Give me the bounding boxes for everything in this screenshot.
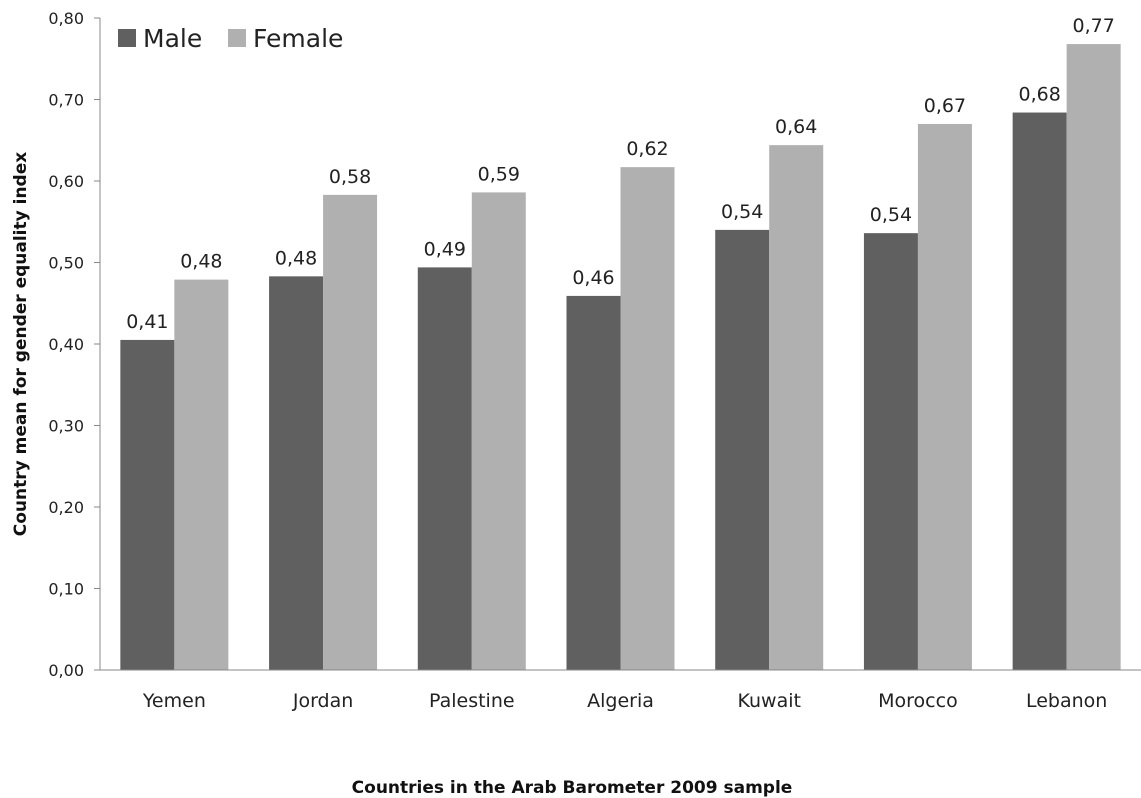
x-tick-label: Yemen xyxy=(142,690,206,712)
bar-male-yemen xyxy=(120,339,175,670)
bar-female-palestine xyxy=(471,192,526,670)
legend-swatch-male xyxy=(118,29,136,47)
x-axis-title: Countries in the Arab Barometer 2009 sam… xyxy=(352,778,793,798)
x-tick-label: Algeria xyxy=(587,690,654,712)
x-tick-label: Kuwait xyxy=(737,690,800,712)
y-tick-label: 0,60 xyxy=(48,172,84,191)
legend: Male Female xyxy=(118,24,343,53)
data-label-male-yemen: 0,41 xyxy=(126,311,168,333)
x-tick-label: Palestine xyxy=(429,690,515,712)
bar-male-lebanon xyxy=(1012,112,1067,671)
bar-female-algeria xyxy=(620,167,675,670)
bar-male-kuwait xyxy=(715,229,770,670)
y-tick-label: 0,10 xyxy=(48,580,84,599)
y-tick-label: 0,00 xyxy=(48,661,84,680)
data-label-male-lebanon: 0,68 xyxy=(1018,84,1060,106)
data-label-female-jordan: 0,58 xyxy=(329,166,371,188)
bar-male-palestine xyxy=(417,267,472,670)
bar-male-morocco xyxy=(863,233,918,670)
y-tick-label: 0,50 xyxy=(48,254,84,273)
x-tick-label: Lebanon xyxy=(1026,690,1107,712)
data-label-male-algeria: 0,46 xyxy=(572,267,614,289)
data-label-female-algeria: 0,62 xyxy=(626,138,668,160)
data-label-female-yemen: 0,48 xyxy=(180,251,222,273)
data-label-female-morocco: 0,67 xyxy=(924,95,966,117)
bar-female-jordan xyxy=(323,194,378,671)
data-label-female-lebanon: 0,77 xyxy=(1072,15,1114,37)
y-tick-label: 0,30 xyxy=(48,417,84,436)
data-label-male-kuwait: 0,54 xyxy=(721,201,763,223)
y-tick-label: 0,70 xyxy=(48,91,84,110)
y-tick-label: 0,80 xyxy=(48,9,84,28)
bar-female-yemen xyxy=(174,279,229,670)
legend-label-female: Female xyxy=(253,24,343,53)
y-axis-title: Country mean for gender equality index xyxy=(11,152,31,536)
data-label-female-palestine: 0,59 xyxy=(478,163,520,185)
data-labels: 0,41 0,48 0,48 0,58 0,49 0,59 0,46 0,62 0,54 0,64… xyxy=(126,15,1115,333)
bar-male-algeria xyxy=(566,295,621,670)
legend-label-male: Male xyxy=(143,24,202,53)
x-axis: Yemen Jordan Palestine Algeria Kuwait Morocco… xyxy=(100,669,1141,712)
bar-female-kuwait xyxy=(769,145,824,670)
data-label-male-palestine: 0,49 xyxy=(424,238,466,260)
legend-swatch-female xyxy=(228,29,246,47)
y-tick-label: 0,40 xyxy=(48,335,84,354)
bar-female-lebanon xyxy=(1066,44,1121,670)
x-tick-label: Jordan xyxy=(292,690,353,712)
data-label-male-jordan: 0,48 xyxy=(275,247,317,269)
data-label-female-kuwait: 0,64 xyxy=(775,116,817,138)
y-axis: 0,00 0,10 0,20 0,30 0,40 0,50 0,60 0,70 0,80 xyxy=(48,9,101,680)
x-tick-label: Morocco xyxy=(878,690,958,712)
bar-female-morocco xyxy=(917,123,972,670)
y-tick-label: 0,20 xyxy=(48,498,84,517)
data-label-male-morocco: 0,54 xyxy=(870,204,912,226)
bar-male-jordan xyxy=(269,276,324,670)
bars xyxy=(120,44,1121,671)
